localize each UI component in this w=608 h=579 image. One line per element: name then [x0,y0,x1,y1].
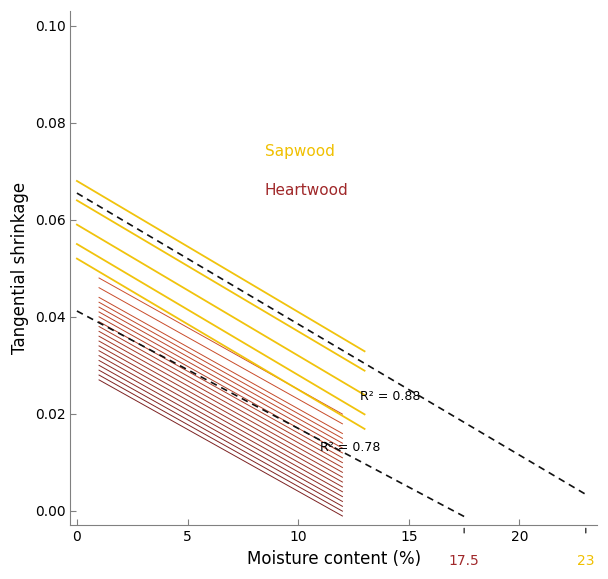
Y-axis label: Tangential shrinkage: Tangential shrinkage [11,182,29,354]
Text: 23: 23 [577,554,595,568]
X-axis label: Moisture content (%): Moisture content (%) [246,550,421,568]
Text: 17.5: 17.5 [449,554,480,568]
Text: Heartwood: Heartwood [265,183,349,198]
Text: R² = 0.88: R² = 0.88 [360,390,421,404]
Text: R² = 0.78: R² = 0.78 [320,441,381,455]
Text: Sapwood: Sapwood [265,144,335,159]
